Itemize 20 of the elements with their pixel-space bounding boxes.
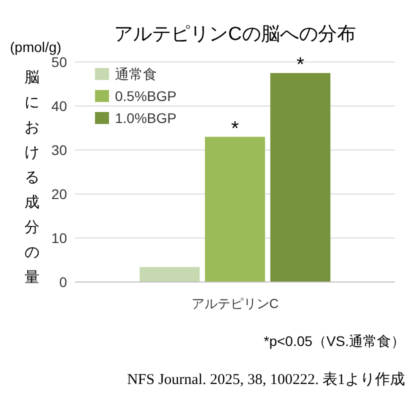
text: (pmol/g) bbox=[10, 39, 62, 55]
x-tick-label: アルテピリンC bbox=[191, 296, 279, 311]
bar bbox=[140, 267, 200, 282]
chart-title: アルテピリンCの脳への分布 bbox=[114, 24, 356, 45]
y-tick-label: 10 bbox=[51, 230, 68, 246]
bar bbox=[270, 73, 330, 282]
legend-label: 0.5%BGP bbox=[115, 88, 176, 104]
y-tick-label: 20 bbox=[51, 186, 68, 202]
y-tick-label: 30 bbox=[51, 142, 68, 158]
legend-label: 通常食 bbox=[115, 66, 157, 82]
text: NFS Journal. 2025, 38, 100222. 表1より作成 bbox=[127, 371, 405, 388]
bar bbox=[204, 136, 266, 282]
text: *p<0.05（VS.通常食） bbox=[264, 333, 405, 349]
y-tick-label: 0 bbox=[59, 274, 68, 290]
y-tick-label: 40 bbox=[51, 98, 68, 114]
data-label: * bbox=[231, 118, 240, 140]
data-label: * bbox=[296, 54, 304, 76]
text: 脳における成分の量 bbox=[24, 69, 40, 286]
y-tick-label: 50 bbox=[51, 54, 68, 70]
legend-label: 1.0%BGP bbox=[115, 110, 176, 126]
